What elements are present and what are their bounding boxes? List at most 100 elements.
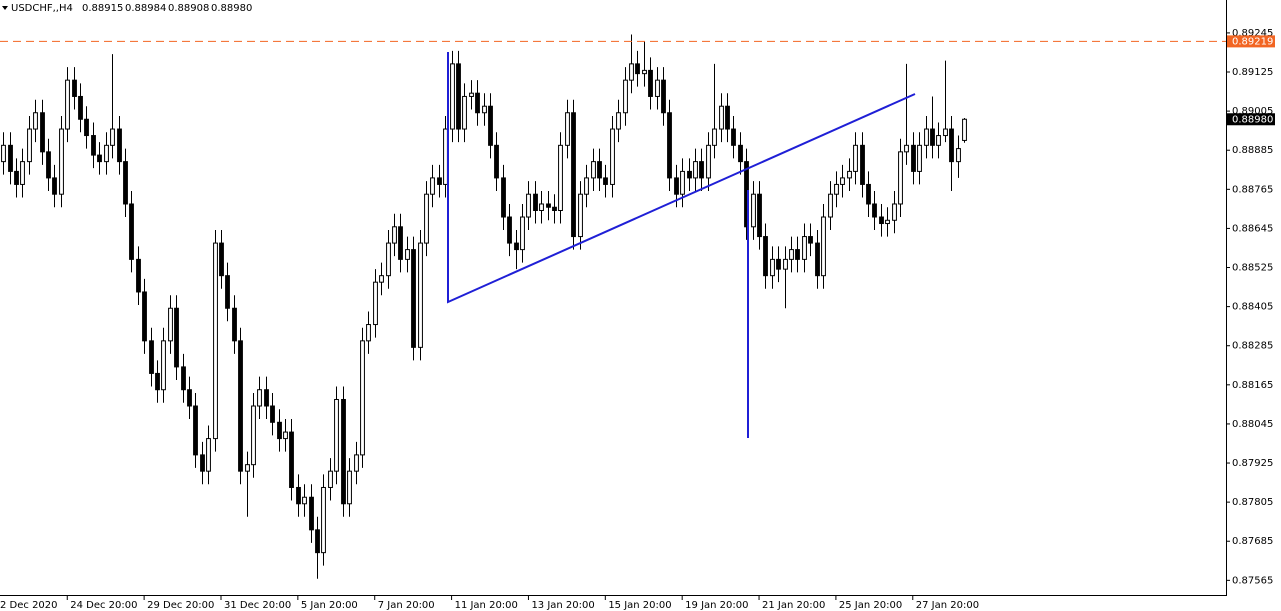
x-tick-label: 11 Jan 20:00 [455, 600, 518, 611]
candle-body [885, 219, 890, 225]
candle-body [257, 389, 262, 407]
symbol-label: USDCHF,,H4 [11, 3, 73, 14]
candle-body [789, 249, 794, 260]
candle-body [802, 236, 807, 260]
candle-body [917, 144, 922, 172]
candle-body [123, 161, 128, 205]
candle-body [405, 249, 410, 260]
trend-line [447, 52, 916, 304]
candle-body [462, 95, 467, 130]
candle-body [943, 128, 948, 137]
candle-body [565, 112, 570, 146]
candle-body [142, 291, 147, 342]
candle-body [661, 79, 666, 114]
candle-body [65, 79, 70, 130]
candle-body [674, 177, 679, 195]
y-tick-label: 0.88765 [1232, 184, 1273, 195]
candle-body [392, 226, 397, 244]
candle-body [597, 161, 602, 179]
candle-body [840, 177, 845, 185]
candle-body [904, 144, 909, 153]
candle-body [872, 203, 877, 218]
candle-body [783, 258, 788, 270]
candle-body [411, 249, 416, 348]
candle-body [623, 79, 628, 114]
candle-body [238, 340, 243, 472]
candle-body [584, 177, 589, 195]
candle-body [379, 275, 384, 283]
candle-body [956, 148, 961, 163]
candle-body [443, 128, 448, 185]
candle-body [603, 177, 608, 185]
alert-price-label: 0.89219 [1232, 36, 1273, 47]
candle-body [283, 431, 288, 440]
candle-body [962, 118, 967, 141]
x-tick-label: 13 Jan 20:00 [531, 600, 594, 611]
candle-body [129, 203, 134, 260]
candle-body [892, 203, 897, 221]
candle-body [930, 128, 935, 146]
candle-body [430, 177, 435, 195]
candle-body [488, 105, 493, 146]
candle-body [360, 340, 365, 456]
candle-body [642, 69, 647, 75]
y-tick-label: 0.88165 [1232, 380, 1273, 391]
candle-body [33, 112, 38, 130]
candle-body [629, 63, 634, 81]
candle-body [149, 340, 154, 374]
x-tick-label: 25 Jan 20:00 [839, 600, 902, 611]
candle-body [181, 366, 186, 391]
x-tick-label: 7 Jan 20:00 [378, 600, 435, 611]
candle-body [321, 486, 326, 554]
candle-body [72, 79, 77, 97]
candle-body [398, 226, 403, 260]
quote: 0.88908 [168, 3, 209, 14]
y-tick-label: 0.87565 [1232, 575, 1273, 586]
candle-body [46, 151, 51, 179]
candle-body [97, 154, 102, 163]
candle-body [860, 144, 865, 185]
x-tick-label: 21 Jan 20:00 [762, 600, 825, 611]
candle-body [770, 258, 775, 277]
candle-body [264, 389, 269, 407]
candle-body [302, 496, 307, 505]
candle-body [117, 128, 122, 163]
candle-body [706, 144, 711, 179]
candle-body [187, 389, 192, 407]
candle-body [110, 128, 115, 146]
candle-body [277, 421, 282, 440]
alert-price-box [1227, 35, 1275, 48]
candle-body [418, 242, 423, 348]
x-tick-label: 15 Jan 20:00 [608, 600, 671, 611]
y-tick-label: 0.87805 [1232, 497, 1273, 508]
candle-body [507, 216, 512, 244]
quote: 0.88980 [211, 3, 252, 14]
candle-body [309, 496, 314, 531]
candle-body [757, 193, 762, 238]
candle-body [808, 236, 813, 244]
y-tick-label: 0.89245 [1232, 28, 1273, 39]
y-tick-label: 0.89125 [1232, 67, 1273, 78]
y-tick-label: 0.89005 [1232, 106, 1273, 117]
candle-body [911, 144, 916, 172]
candle-body [84, 118, 89, 137]
candle-body [693, 161, 698, 179]
candle-body [347, 470, 352, 505]
x-tick-label: 19 Jan 20:00 [685, 600, 748, 611]
menu-arrow[interactable] [2, 6, 8, 10]
candle-body [213, 242, 218, 440]
trend-drawings [447, 52, 916, 438]
candle-body [251, 405, 256, 466]
candle-body [161, 340, 166, 391]
candle-body [136, 258, 141, 293]
candle-body [949, 128, 954, 163]
candle-body [52, 177, 57, 195]
y-tick-label: 0.88885 [1232, 145, 1273, 156]
candle-body [475, 92, 480, 114]
candle-body [155, 372, 160, 391]
candle-body [539, 203, 544, 211]
candle-body [514, 242, 519, 251]
candle-body [751, 193, 756, 228]
